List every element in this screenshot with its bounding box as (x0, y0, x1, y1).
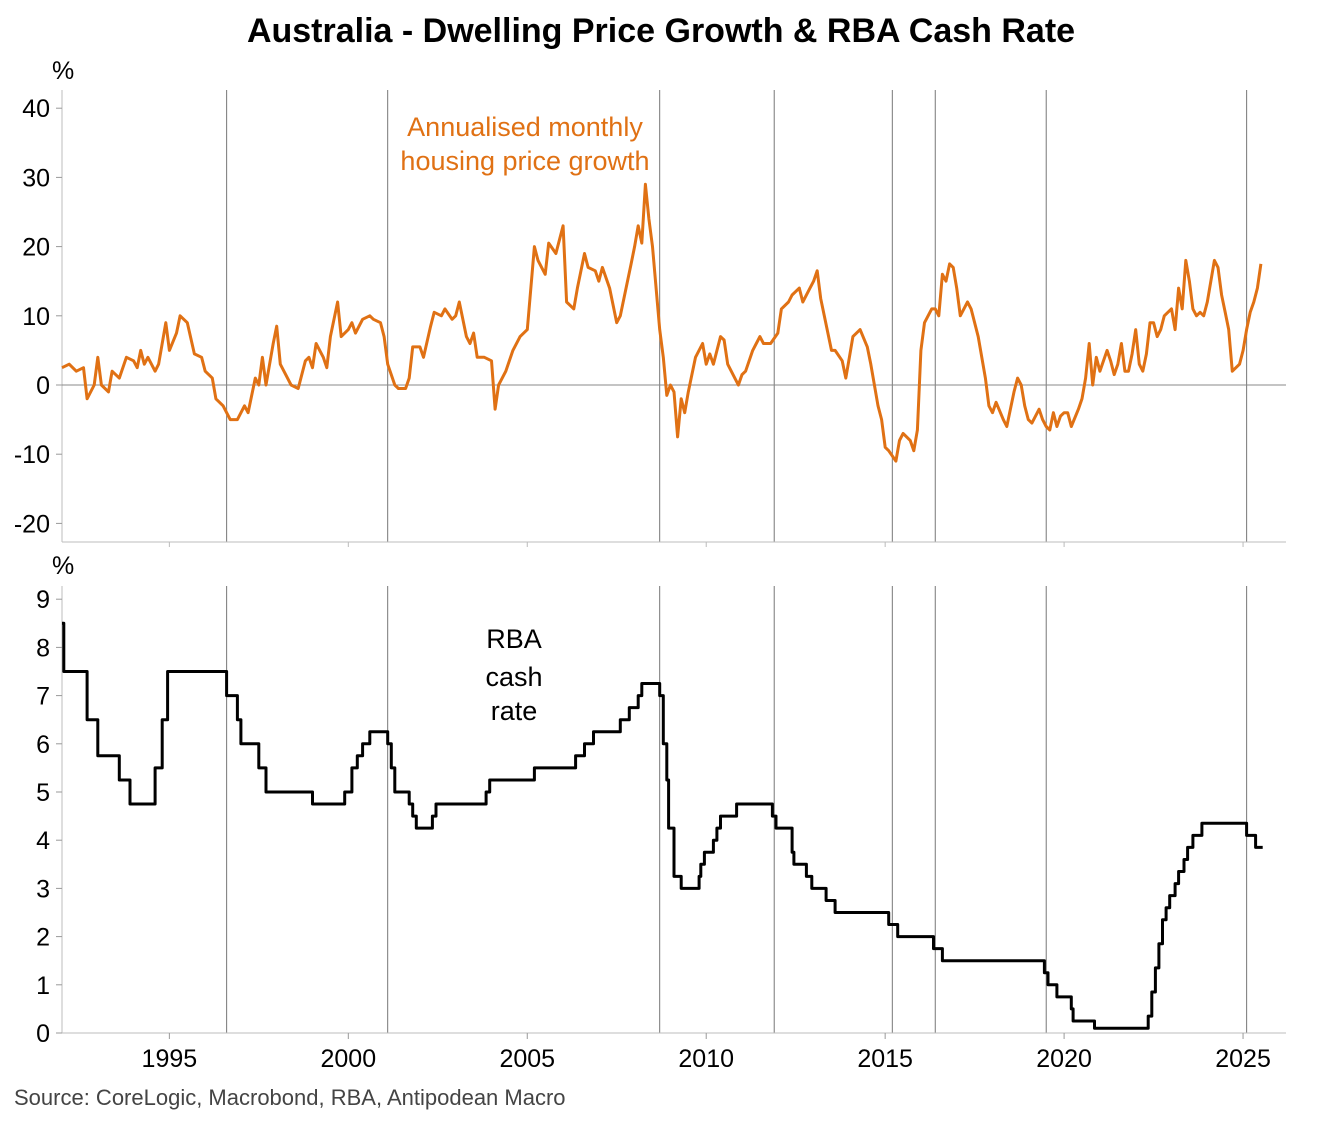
x-tick-label: 2015 (857, 1045, 913, 1073)
x-tick-label: 2005 (499, 1045, 555, 1073)
x-tick-label: 2010 (678, 1045, 734, 1073)
cash-rate-series-line (62, 621, 1263, 1030)
cash-rate-y-tick-label: 8 (36, 634, 50, 662)
price-growth-y-tick-label: 10 (22, 303, 50, 331)
cash-rate-y-tick-label: 5 (36, 779, 50, 807)
cash-rate-y-tick-label: 3 (36, 875, 50, 903)
cash-rate-y-tick-label: 6 (36, 731, 50, 759)
cash-rate-annotation-line-1: RBA (486, 624, 542, 654)
x-tick-label: 2025 (1215, 1045, 1271, 1073)
price-growth-unit-label: % (52, 57, 74, 85)
x-tick-label: 2000 (321, 1045, 377, 1073)
price-growth-y-tick-label: 20 (22, 234, 50, 262)
price-growth-annotation-line-1: Annualised monthly (407, 112, 643, 142)
cash-rate-annotation-line-2: cash (485, 662, 542, 692)
x-tick-label: 1995 (142, 1045, 198, 1073)
cash-rate-annotation-line-3: rate (491, 696, 538, 726)
cash-rate-y-tick-label: 7 (36, 683, 50, 711)
cash-rate-y-tick-label: 4 (36, 827, 50, 855)
cash-rate-y-tick-label: 0 (36, 1020, 50, 1048)
price-growth-y-tick-label: 40 (22, 95, 50, 123)
price-growth-annotation-line-2: housing price growth (400, 146, 649, 176)
plot-layer: -20 -10 0 10 20 30 40 0 1 2 3 4 5 6 7 8 9 1995 2000 2005 201… (14, 90, 1286, 1073)
price-growth-series-line (61, 182, 1263, 463)
x-tick-label: 2020 (1036, 1045, 1092, 1073)
cash-rate-y-tick-label: 1 (36, 972, 50, 1000)
source-note: Source: CoreLogic, Macrobond, RBA, Antip… (14, 1085, 566, 1110)
price-growth-y-tick-label: 30 (22, 164, 50, 192)
cash-rate-unit-label: % (52, 552, 74, 580)
price-growth-y-tick-label: -20 (14, 510, 50, 538)
price-growth-y-tick-label: -10 (14, 441, 50, 469)
price-growth-y-tick-label: 0 (36, 372, 50, 400)
chart-title: Australia - Dwelling Price Growth & RBA … (247, 12, 1075, 50)
cash-rate-y-tick-label: 9 (36, 586, 50, 614)
cash-rate-y-tick-label: 2 (36, 924, 50, 952)
